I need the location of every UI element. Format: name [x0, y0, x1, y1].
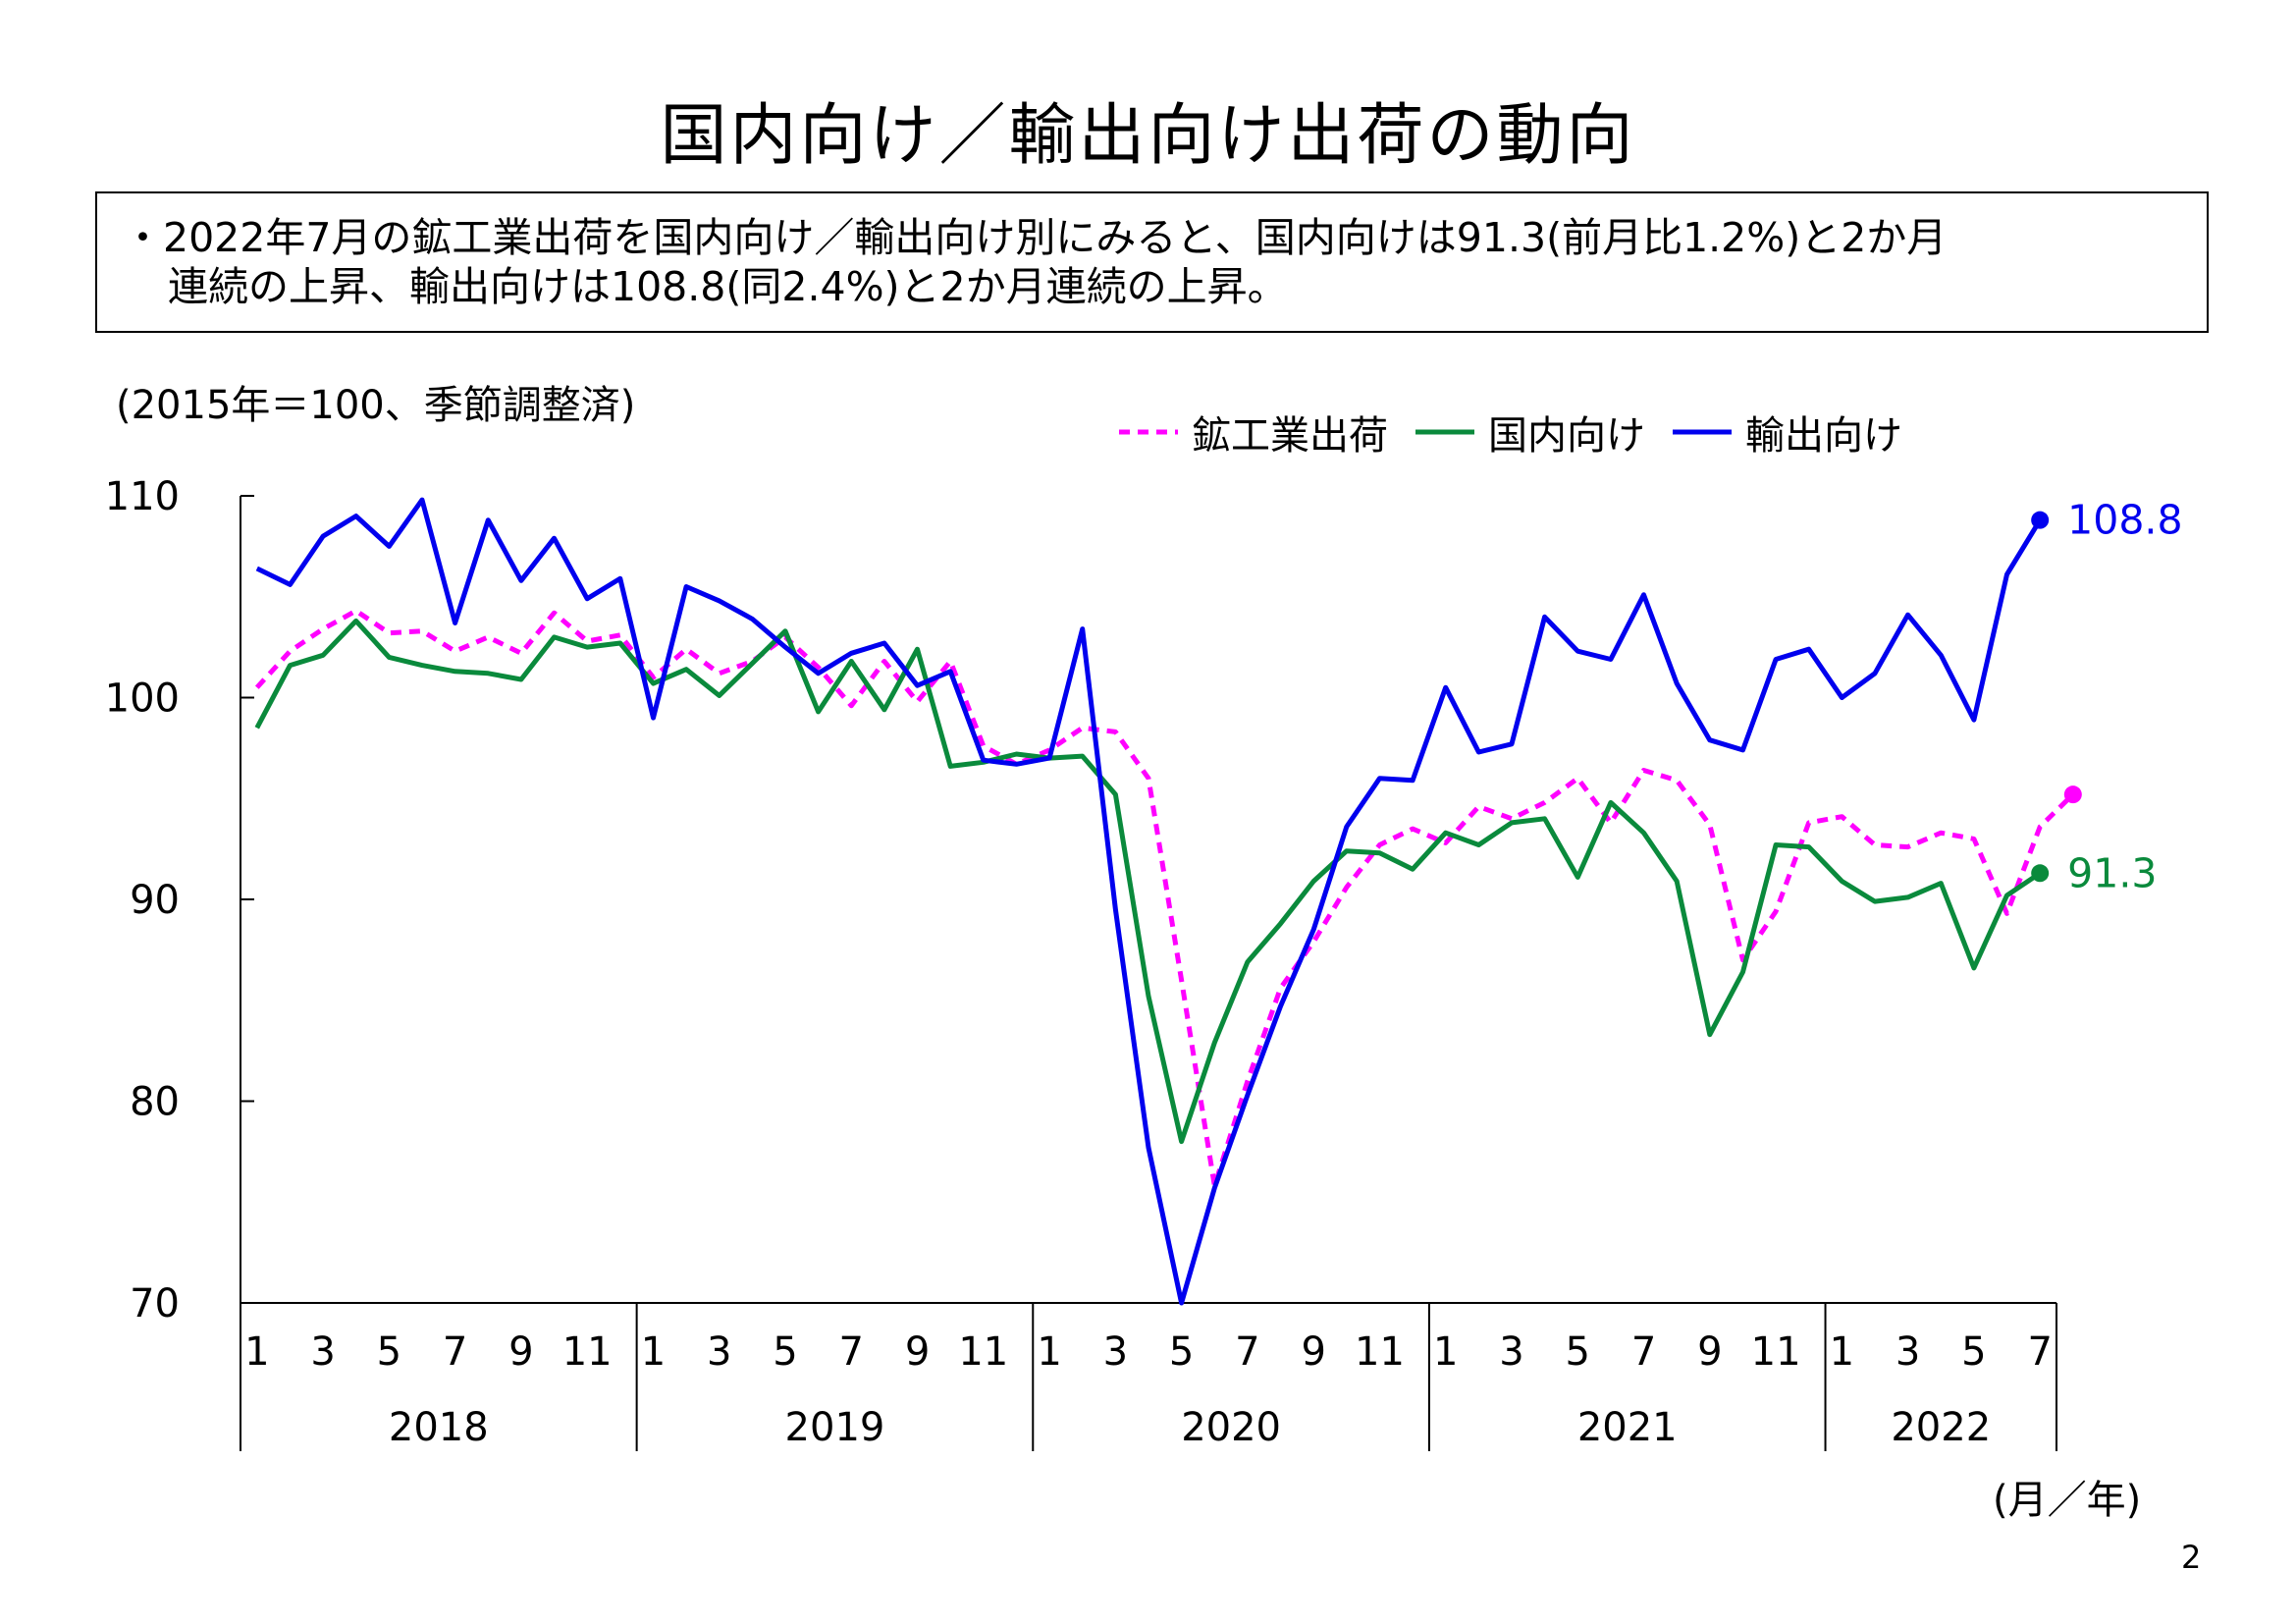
page-number: 2	[2181, 1539, 2202, 1576]
x-tick-label: 11	[1355, 1329, 1405, 1375]
x-tick-label: 3	[1499, 1329, 1523, 1375]
summary-line-1: ・2022年7月の鉱工業出荷を国内向け／輸出向け別にみると、国内向けは91.3(…	[123, 214, 1948, 261]
x-axis-unit: (月／年)	[1993, 1478, 2142, 1523]
x-tick-label: 3	[1896, 1329, 1920, 1375]
legend-item-shipments: 鉱工業出荷	[1117, 404, 1388, 460]
x-tick-label: 1	[1830, 1329, 1854, 1375]
x-tick-label: 5	[773, 1329, 797, 1375]
year-label: 2020	[1181, 1405, 1281, 1450]
y-tick-label: 100	[105, 677, 180, 722]
x-tick-label: 7	[443, 1329, 467, 1375]
x-tick-label: 11	[562, 1329, 613, 1375]
series-end-label-1: 91.3	[2067, 849, 2157, 896]
x-tick-label: 9	[1301, 1329, 1325, 1375]
x-tick-label: 7	[1235, 1329, 1259, 1375]
summary-line-2: 連続の上昇、輸出向けは108.8(同2.4%)と2か月連続の上昇。	[168, 263, 1288, 310]
x-tick-label: 1	[1037, 1329, 1061, 1375]
legend-item-domestic: 国内向け	[1414, 404, 1645, 460]
summary-box: ・2022年7月の鉱工業出荷を国内向け／輸出向け別にみると、国内向けは91.3(…	[95, 191, 2209, 333]
legend-label-domestic: 国内向け	[1488, 413, 1645, 459]
x-tick-label: 5	[1961, 1329, 1986, 1375]
x-tick-label: 1	[1433, 1329, 1458, 1375]
chart-legend: 鉱工業出荷 国内向け 輸出向け	[1117, 403, 1928, 461]
x-tick-label: 9	[1697, 1329, 1722, 1375]
x-tick-label: 11	[1751, 1329, 1801, 1375]
x-tick-label: 5	[377, 1329, 401, 1375]
legend-item-export: 輸出向け	[1671, 404, 1902, 460]
year-label: 2022	[1891, 1405, 1991, 1450]
x-tick-label: 3	[1103, 1329, 1128, 1375]
series-line-2	[255, 497, 2043, 1306]
series-end-point-0	[2063, 785, 2082, 804]
x-tick-label: 5	[1566, 1329, 1590, 1375]
y-tick-label: 70	[130, 1281, 180, 1326]
x-tick-label: 9	[508, 1329, 533, 1375]
year-label: 2021	[1577, 1405, 1678, 1450]
x-tick-label: 7	[839, 1329, 864, 1375]
x-tick-label: 5	[1169, 1329, 1194, 1375]
x-tick-label: 1	[641, 1329, 666, 1375]
legend-swatch-export	[1673, 429, 1732, 435]
y-tick-label: 90	[130, 878, 180, 923]
x-tick-label: 7	[1631, 1329, 1656, 1375]
y-tick-label: 80	[130, 1080, 180, 1125]
x-tick-label: 3	[310, 1329, 335, 1375]
year-label: 2019	[785, 1405, 885, 1450]
x-tick-label: 7	[2027, 1329, 2052, 1375]
legend-label-shipments: 鉱工業出荷	[1192, 413, 1388, 459]
series-end-point-2	[2031, 511, 2050, 529]
page-title: 国内向け／輸出向け出荷の動向	[660, 97, 1636, 175]
year-label: 2018	[389, 1405, 489, 1450]
legend-swatch-domestic	[1415, 429, 1474, 435]
series-end-label-2: 108.8	[2067, 497, 2182, 544]
y-tick-label: 110	[105, 474, 180, 519]
x-tick-label: 9	[905, 1329, 930, 1375]
x-tick-label: 11	[958, 1329, 1008, 1375]
x-tick-label: 3	[707, 1329, 731, 1375]
x-tick-label: 1	[244, 1329, 269, 1375]
series-line-0	[254, 608, 2075, 1189]
legend-label-export: 輸出向け	[1745, 413, 1902, 459]
series-end-point-1	[2031, 864, 2050, 883]
unit-note: (2015年＝100、季節調整済)	[116, 383, 636, 428]
legend-swatch-shipments	[1119, 429, 1178, 435]
series-line-1	[254, 618, 2042, 1145]
